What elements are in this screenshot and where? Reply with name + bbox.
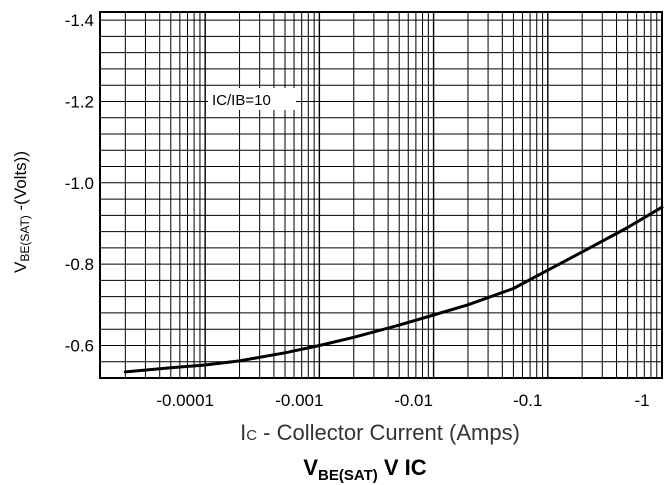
x-axis-label: IC - Collector Current (Amps): [240, 420, 520, 445]
y-tick-labels: -0.6 -0.8 -1.0 -1.2 -1.4: [65, 11, 94, 355]
series-line-vbe-sat: [123, 205, 664, 374]
grid: [100, 12, 663, 379]
x-tick-label: -1: [634, 391, 649, 410]
annotation-ic-ib: IC/IB=10: [212, 92, 271, 109]
y-axis-label: VBE(SAT) -(Volts)): [11, 151, 32, 273]
y-tick-label: -1.0: [65, 174, 94, 193]
y-tick-label: -0.6: [65, 336, 94, 355]
plot-frame: [99, 11, 663, 379]
x-tick-label: -0.01: [394, 391, 433, 410]
x-tick-label: -0.0001: [156, 391, 214, 410]
y-tick-label: -1.2: [65, 92, 94, 111]
y-tick-label: -0.8: [65, 255, 94, 274]
x-tick-label: -0.001: [275, 391, 323, 410]
x-tick-label: -0.1: [513, 391, 542, 410]
chart-title: VBE(SAT) V IC: [303, 455, 426, 484]
annotation-background: [208, 88, 296, 110]
y-tick-label: -1.4: [65, 11, 94, 30]
x-tick-labels: -0.0001 -0.001 -0.01 -0.1 -1: [156, 391, 649, 410]
